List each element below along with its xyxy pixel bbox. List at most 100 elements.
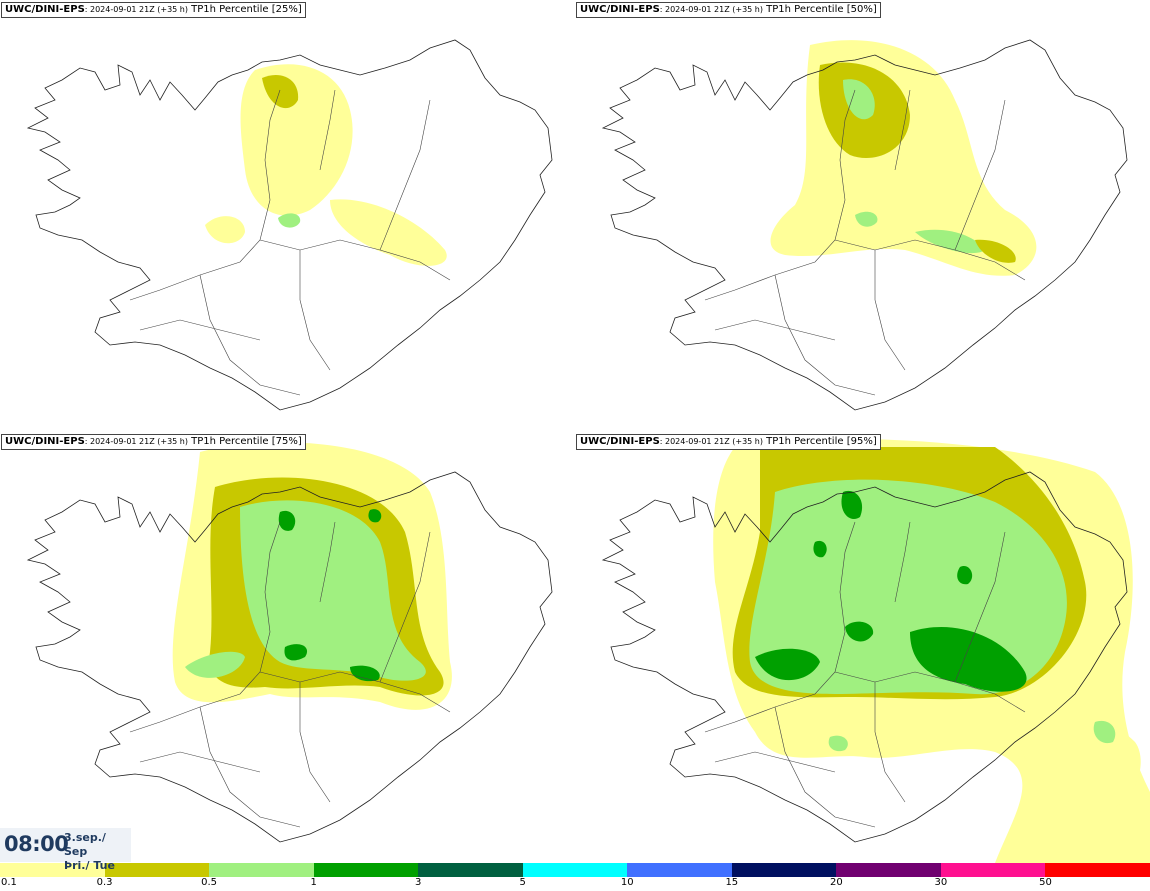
road-line	[874, 250, 906, 371]
map-panel-p95: UWC/DINI-EPS: 2024-09-01 21Z (+35 h) TP1…	[575, 432, 1150, 863]
road-line	[319, 521, 336, 603]
run-info: : 2024-09-01 21Z (+35 h)	[659, 5, 763, 14]
road-line	[139, 751, 261, 773]
precip-area	[957, 565, 973, 585]
legend-tick-label: 15	[725, 877, 739, 888]
precip-area	[841, 490, 863, 520]
road-line	[954, 531, 1006, 683]
valid-time-box: 08:00 3.sep./ Sep Þri./ Tue	[0, 828, 131, 872]
coastline	[601, 471, 1128, 843]
run-info: : 2024-09-01 21Z (+35 h)	[84, 437, 188, 446]
legend-swatch	[522, 863, 628, 877]
valid-date-line1: 3.sep./ Sep	[64, 831, 106, 858]
legend-swatch	[313, 863, 419, 877]
panel-title: UWC/DINI-EPS: 2024-09-01 21Z (+35 h) TP1…	[1, 2, 306, 18]
legend-swatch	[940, 863, 1046, 877]
field-name: TP1h Percentile [25%]	[187, 4, 302, 15]
model-name: UWC/DINI-EPS	[580, 4, 660, 15]
precip-area	[770, 40, 1037, 276]
legend-swatch	[104, 863, 210, 877]
valid-time: 08:00	[4, 832, 69, 856]
field-name: TP1h Percentile [75%]	[187, 436, 302, 447]
road-line	[774, 274, 876, 396]
road-line	[259, 239, 451, 281]
field-name: TP1h Percentile [50%]	[762, 4, 877, 15]
precip-area	[1093, 720, 1116, 744]
legend-tick-label: 30	[934, 877, 948, 888]
run-info: : 2024-09-01 21Z (+35 h)	[84, 5, 188, 14]
precip-area	[368, 509, 382, 523]
coastline	[26, 39, 553, 411]
legend-swatch	[836, 863, 941, 877]
precip-area	[240, 64, 353, 216]
road-line	[319, 89, 336, 171]
legend-tick-label: 10	[620, 877, 634, 888]
precip-area	[855, 211, 878, 227]
map-panel-p75: UWC/DINI-EPS: 2024-09-01 21Z (+35 h) TP1…	[0, 432, 575, 863]
field-name: TP1h Percentile [95%]	[762, 436, 877, 447]
road-line	[379, 531, 431, 683]
iceland-map	[26, 442, 553, 843]
road-line	[139, 319, 261, 341]
map-panel-p50: UWC/DINI-EPS: 2024-09-01 21Z (+35 h) TP1…	[575, 0, 1150, 431]
precip-field	[770, 40, 1037, 276]
model-name: UWC/DINI-EPS	[5, 4, 85, 15]
legend-swatch	[1045, 863, 1150, 877]
precip-area	[240, 500, 426, 681]
legend-tick-label: 0.5	[201, 877, 218, 888]
precip-field	[205, 64, 447, 266]
road-line	[199, 274, 301, 396]
road-line	[834, 671, 1026, 713]
legend-tick-label: 5	[519, 877, 526, 888]
legend-swatch	[209, 863, 314, 877]
panel-title: UWC/DINI-EPS: 2024-09-01 21Z (+35 h) TP1…	[1, 434, 306, 450]
precip-area	[185, 651, 245, 678]
road-line	[894, 89, 911, 171]
precip-area	[284, 644, 308, 661]
road-line	[874, 682, 906, 803]
precip-area	[910, 626, 1027, 692]
valid-date-line2: Þri./ Tue	[64, 859, 115, 872]
coastline	[601, 39, 1128, 411]
legend-tick-label: 20	[829, 877, 843, 888]
legend-tick-label: 0.1	[1, 877, 17, 888]
run-info: : 2024-09-01 21Z (+35 h)	[659, 437, 763, 446]
precip-area	[828, 735, 848, 752]
road-line	[299, 682, 331, 803]
iceland-map	[26, 39, 553, 411]
model-name: UWC/DINI-EPS	[580, 436, 660, 447]
panel-title: UWC/DINI-EPS: 2024-09-01 21Z (+35 h) TP1…	[576, 2, 881, 18]
legend-tick-label: 50	[1039, 877, 1052, 888]
legend-tick-label: 1	[310, 877, 317, 888]
legend-swatch	[418, 863, 523, 877]
road-line	[714, 751, 836, 773]
precip-area	[205, 216, 245, 244]
precip-area	[915, 229, 985, 254]
precip-area	[843, 79, 875, 120]
coastline	[26, 471, 553, 843]
road-line	[894, 521, 911, 603]
precip-area	[975, 239, 1016, 263]
precip-area	[278, 213, 301, 228]
legend-tick-label: 3	[414, 877, 422, 888]
road-line	[259, 671, 451, 713]
legend-swatch	[627, 863, 732, 877]
precip-area	[845, 621, 874, 642]
legend-ticks: 0.1 0.3 0.5 1 3 5 10 15 20 30 50	[0, 877, 1150, 891]
road-line	[199, 706, 301, 828]
valid-date: 3.sep./ Sep Þri./ Tue	[64, 831, 131, 873]
precip-area	[813, 540, 827, 558]
precip-area	[350, 665, 380, 682]
precip-area	[330, 199, 447, 266]
model-name: UWC/DINI-EPS	[5, 436, 85, 447]
precip-field	[172, 442, 452, 710]
precip-area	[262, 74, 299, 109]
legend-tick-label: 0.3	[96, 877, 113, 888]
road-line	[714, 319, 836, 341]
legend-swatch	[0, 863, 105, 877]
precip-field	[713, 439, 1150, 863]
precip-area	[278, 510, 296, 531]
road-line	[299, 250, 331, 371]
iceland-map	[601, 39, 1128, 411]
map-panel-p25: UWC/DINI-EPS: 2024-09-01 21Z (+35 h) TP1…	[0, 0, 575, 431]
